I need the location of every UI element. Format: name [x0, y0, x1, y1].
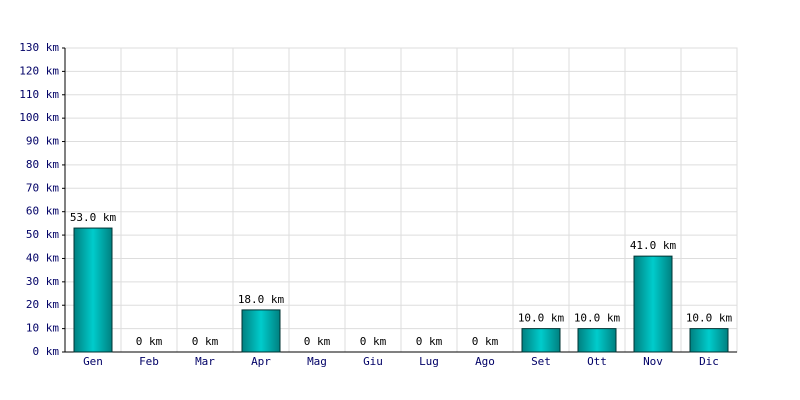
data-label: 0 km	[192, 335, 219, 348]
y-tick-label: 110 km	[19, 88, 59, 101]
x-tick-label: Set	[531, 355, 551, 368]
data-label: 0 km	[416, 335, 443, 348]
x-tick-label: Giu	[363, 355, 383, 368]
x-tick-label: Feb	[139, 355, 159, 368]
y-tick-label: 30 km	[26, 275, 59, 288]
x-tick-label: Mag	[307, 355, 327, 368]
bar	[577, 328, 617, 353]
y-tick-label: 80 km	[26, 158, 59, 171]
x-tick-label: Lug	[419, 355, 439, 368]
y-tick-label: 10 km	[26, 322, 59, 335]
data-label: 10.0 km	[686, 312, 733, 325]
data-label: 0 km	[360, 335, 387, 348]
y-tick-label: 0 km	[33, 345, 60, 358]
x-tick-label: Ott	[587, 355, 607, 368]
bar	[73, 227, 113, 353]
x-tick-label: Dic	[699, 355, 719, 368]
x-tick-label: Apr	[251, 355, 271, 368]
x-tick-label: Ago	[475, 355, 495, 368]
data-label: 0 km	[136, 335, 163, 348]
y-tick-label: 100 km	[19, 111, 59, 124]
y-tick-label: 60 km	[26, 205, 59, 218]
y-tick-label: 130 km	[19, 41, 59, 54]
data-label: 41.0 km	[630, 239, 677, 252]
bar	[241, 309, 281, 353]
x-tick-label: Nov	[643, 355, 663, 368]
y-tick-label: 40 km	[26, 251, 59, 264]
y-tick-label: 20 km	[26, 298, 59, 311]
data-label: 10.0 km	[518, 312, 565, 325]
data-label: 0 km	[472, 335, 499, 348]
y-tick-label: 50 km	[26, 228, 59, 241]
data-label: 18.0 km	[238, 293, 285, 306]
bar	[521, 328, 561, 353]
data-label: 0 km	[304, 335, 331, 348]
x-tick-label: Mar	[195, 355, 215, 368]
y-tick-label: 120 km	[19, 64, 59, 77]
data-label: 53.0 km	[70, 211, 117, 224]
bar	[689, 328, 729, 353]
y-tick-label: 70 km	[26, 181, 59, 194]
bar	[633, 255, 673, 353]
data-label: 10.0 km	[574, 312, 621, 325]
x-tick-label: Gen	[83, 355, 103, 368]
y-tick-label: 90 km	[26, 135, 59, 148]
